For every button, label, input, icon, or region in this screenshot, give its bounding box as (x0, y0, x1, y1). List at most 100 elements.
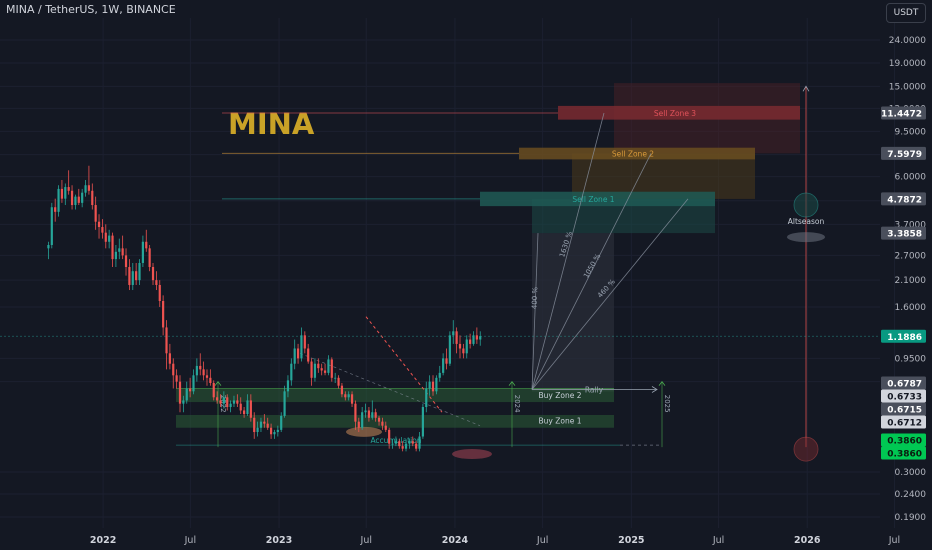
time-axis-label: Jul (712, 535, 724, 546)
candle-body (77, 196, 80, 203)
price-badge (881, 415, 926, 429)
time-axis-label: 2023 (266, 535, 292, 546)
candle-body (296, 348, 300, 359)
price-axis-label: 2.1000 (895, 276, 927, 286)
rally-arrow-head (651, 386, 658, 393)
candle-body (307, 348, 310, 362)
candle-body (391, 443, 394, 445)
rally-label: Rally (585, 386, 604, 395)
candle-body (418, 436, 421, 449)
candle-body (448, 335, 451, 364)
altseason-arrow (802, 85, 810, 92)
candle-body (411, 441, 414, 444)
candle-body (442, 358, 445, 373)
candle-body (273, 432, 276, 435)
price-badge (881, 433, 926, 447)
buy-zone-1-label: Buy Zone 1 (539, 417, 582, 426)
year-marker-arrow (508, 381, 516, 386)
candle-body (70, 190, 74, 206)
candle-body (303, 335, 306, 349)
candle-body (438, 372, 441, 378)
price-badge-label: 11.4472 (881, 109, 922, 119)
price-badge (881, 226, 926, 240)
candle-body (138, 262, 141, 281)
candle-body (54, 207, 57, 212)
candle-body (404, 443, 408, 449)
candle-body (455, 331, 458, 344)
symbol-logo: MINA (228, 107, 315, 141)
year-marker-label: 2024 (513, 395, 521, 413)
candle-body (435, 377, 438, 392)
chart-title: MINA / TetherUS, 1W, BINANCE (6, 3, 176, 16)
candle-body (361, 412, 364, 428)
time-axis-label: 2025 (618, 535, 644, 546)
candle-body (195, 365, 198, 376)
candle-body (458, 343, 462, 349)
projection-boxes: Sell Zone 3 Sell Zone 2 Sell Zone 1 Buy Zon… (0, 83, 880, 462)
candle-body (118, 248, 121, 252)
candle-body (172, 363, 175, 376)
price-badge-label: 0.6712 (887, 419, 922, 429)
candle-body (428, 381, 431, 389)
altseason-ellipse (787, 232, 825, 243)
candle-body (394, 441, 397, 444)
sell-zone-label: Sell Zone 1 (572, 195, 614, 204)
candle-body (337, 377, 340, 386)
time-axis-label: Jul (888, 535, 900, 546)
buy-zone-1-bar (176, 414, 614, 428)
time-axis: 2022 Jul 2023 Jul 2024 Jul 2025 Jul 2026 Jul (90, 535, 900, 546)
price-badge-label: 7.5979 (887, 150, 922, 160)
candle-body (340, 385, 344, 395)
currency-button[interactable]: USDT (886, 3, 926, 23)
year-marker-arrow (214, 381, 222, 386)
price-axis-label: 24.0000 (889, 36, 926, 46)
bottom-marker-2023 (452, 449, 492, 460)
candle-body (212, 382, 215, 398)
candle-body (108, 235, 111, 242)
candle-body (104, 232, 107, 242)
candle-body (121, 248, 124, 256)
candle-body (94, 205, 97, 222)
candle-body (290, 363, 293, 381)
candle-body (263, 421, 266, 424)
downtrend-line (365, 316, 443, 413)
altseason-label: Altseason (788, 217, 825, 226)
candle-body (350, 394, 354, 404)
candle-body (145, 241, 148, 249)
price-axis-label: 1.6000 (895, 303, 927, 313)
candle-body (97, 221, 101, 228)
price-axis-label: 3.7000 (895, 220, 927, 230)
candle-body (445, 358, 448, 364)
candle-body (178, 381, 182, 404)
candle-body (60, 188, 64, 199)
candle-body (205, 375, 209, 378)
candle-body (111, 235, 114, 260)
candle-body (401, 446, 404, 449)
candle-body (202, 369, 205, 376)
candle-body (246, 400, 249, 415)
price-badge-label: 1.1886 (887, 333, 922, 343)
candle-body (243, 410, 246, 415)
candle-body (452, 331, 455, 336)
candle-body (377, 417, 381, 422)
candle-body (192, 375, 195, 392)
trend-line (299, 352, 481, 426)
price-axis: 24.000019.000015.000012.00009.50007.5000… (881, 36, 926, 523)
candle-body (374, 412, 377, 418)
price-badge-label: 0.6787 (887, 380, 922, 390)
candle-body (357, 421, 360, 428)
buy-zone-2-label: Buy Zone 2 (539, 391, 582, 400)
price-axis-label: 9.5000 (895, 127, 927, 137)
candle-body (216, 397, 219, 401)
time-axis-label: Jul (536, 535, 548, 546)
time-axis-label: Jul (360, 535, 372, 546)
candle-body (114, 251, 117, 260)
price-badge (881, 106, 926, 120)
candle-body (74, 196, 77, 206)
candle-body (124, 255, 128, 268)
projection-box-rally (532, 233, 614, 392)
price-axis-label: 0.2400 (895, 490, 927, 500)
sell-zone-label: Sell Zone 2 (612, 150, 654, 159)
